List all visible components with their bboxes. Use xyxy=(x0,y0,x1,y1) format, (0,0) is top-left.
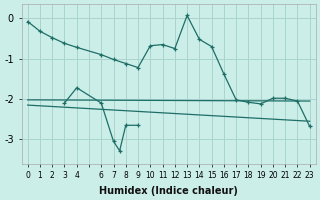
X-axis label: Humidex (Indice chaleur): Humidex (Indice chaleur) xyxy=(99,186,238,196)
